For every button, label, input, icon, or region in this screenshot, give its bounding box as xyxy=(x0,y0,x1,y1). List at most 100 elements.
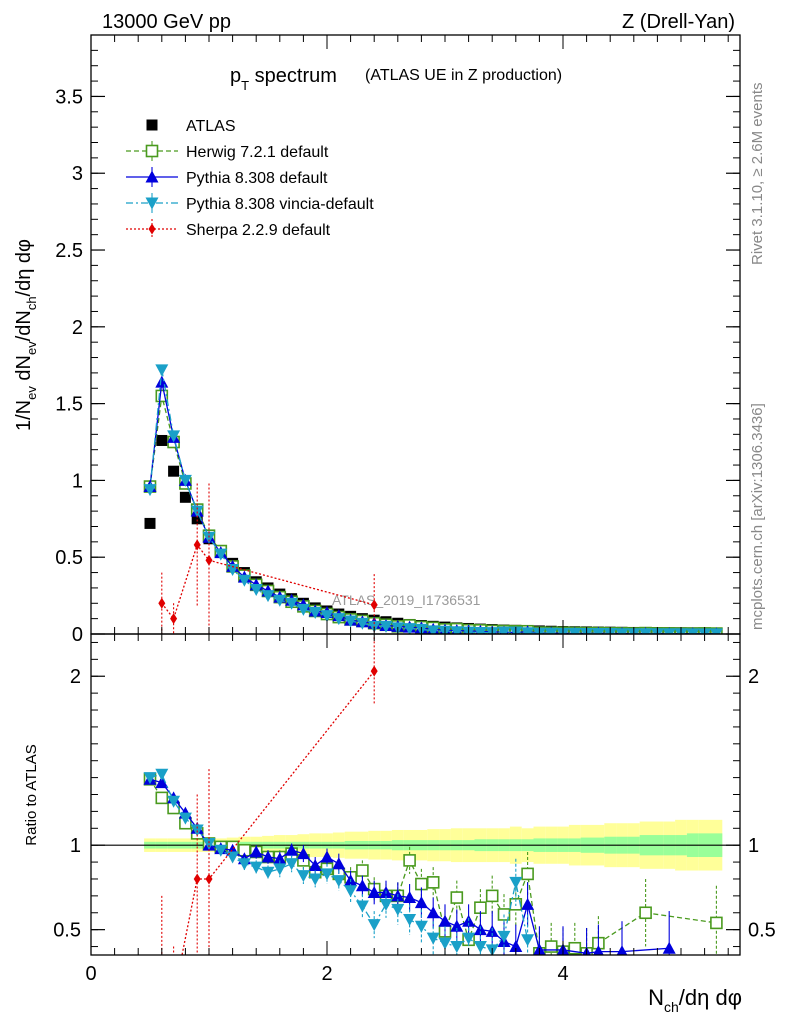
ratio-point xyxy=(521,934,535,947)
legend-marker xyxy=(145,170,159,183)
ratio-point xyxy=(356,864,369,877)
ratio-point xyxy=(403,891,417,904)
ratio-point xyxy=(509,876,523,889)
ratio-point xyxy=(296,847,310,860)
main-point xyxy=(170,613,178,625)
ratio-point xyxy=(332,857,346,870)
main-point xyxy=(179,491,191,503)
main-point xyxy=(473,626,487,634)
ratio-point xyxy=(320,868,334,881)
legend-label: Pythia 8.308 default xyxy=(186,170,328,187)
ratio-point xyxy=(308,858,322,871)
main-point xyxy=(591,628,605,634)
legend-marker xyxy=(146,119,158,131)
ratio-point xyxy=(296,870,310,883)
ratio-point xyxy=(662,941,676,954)
ratio-point xyxy=(237,858,251,871)
main-point xyxy=(521,627,535,634)
main-point xyxy=(639,628,653,634)
header-left: 13000 GeV pp xyxy=(102,11,231,33)
main-title: pT spectrum xyxy=(230,65,337,93)
ratio-point xyxy=(190,824,204,837)
main-point xyxy=(214,548,228,561)
ratio-point xyxy=(143,772,157,785)
ratio-point xyxy=(450,919,464,932)
ratio-point xyxy=(414,896,428,909)
main-point xyxy=(261,590,275,603)
ratio-ytick-label-right: 0.5 xyxy=(748,920,776,942)
main-point xyxy=(168,465,180,477)
ratio-point xyxy=(261,850,275,863)
ratio-point xyxy=(414,920,428,933)
ratio-point xyxy=(285,858,299,871)
ratio-point xyxy=(249,845,263,858)
ratio-ytick-label: 1 xyxy=(70,835,81,857)
ratio-point xyxy=(509,940,523,953)
main-point xyxy=(273,594,287,607)
main-point xyxy=(249,583,263,596)
ratio-point xyxy=(214,844,228,857)
ratio-xtick-label: 4 xyxy=(557,963,568,985)
main-point xyxy=(144,517,156,529)
ratio-point xyxy=(370,665,378,677)
legend-label: Sherpa 2.2.9 default xyxy=(186,222,331,239)
ratio-point xyxy=(355,900,369,913)
ratio-ytick-label-right: 1 xyxy=(748,835,759,857)
ratio-point xyxy=(710,916,723,930)
legend-label: ATLAS xyxy=(186,118,236,135)
legend-marker xyxy=(148,223,156,235)
ratio-point xyxy=(155,776,169,789)
main-point xyxy=(344,615,358,628)
ratio-point xyxy=(438,914,452,927)
main-point xyxy=(426,625,440,634)
ratio-point xyxy=(473,941,487,954)
main-point xyxy=(205,554,213,566)
ratio-point xyxy=(391,903,405,916)
ratio-point xyxy=(403,854,416,867)
main-point xyxy=(158,597,166,609)
main-point xyxy=(379,620,393,633)
ratio-ytick-label-right: 2 xyxy=(748,666,759,688)
main-point xyxy=(544,627,558,634)
ratio-point xyxy=(273,852,287,865)
ratio-point xyxy=(616,945,628,955)
ratio-point xyxy=(521,867,534,881)
header-right: Z (Drell-Yan) xyxy=(622,11,735,33)
ratio-point xyxy=(426,906,440,919)
ratio-point xyxy=(450,891,464,904)
ratio-point xyxy=(367,885,381,898)
ratio-point xyxy=(497,930,511,943)
main-subtitle: (ATLAS UE in Z production) xyxy=(365,67,562,84)
ratio-point xyxy=(367,919,381,932)
ratio-point xyxy=(593,945,604,955)
main-point xyxy=(686,628,700,634)
ratio-point xyxy=(155,768,169,781)
ratio-point xyxy=(332,875,346,888)
ratio-point xyxy=(344,885,358,898)
main-point xyxy=(193,539,201,551)
main-ytick-label: 2 xyxy=(72,317,83,339)
ratio-point xyxy=(450,941,464,954)
ratio-point xyxy=(285,843,299,856)
ratio-xtick-label: 2 xyxy=(321,963,332,985)
ratio-point xyxy=(379,898,393,911)
main-point xyxy=(662,628,676,634)
main-ytick-label: 2.5 xyxy=(55,240,83,262)
ratio-point xyxy=(403,914,417,927)
main-point xyxy=(568,627,582,634)
rivet-label: Rivet 3.1.10, ≥ 2.6M events xyxy=(749,83,766,266)
main-point xyxy=(308,606,322,619)
legend-marker xyxy=(145,144,159,158)
ratio-ytick-label: 0.5 xyxy=(53,920,81,942)
main-ytick-label: 3.5 xyxy=(55,86,83,108)
ratio-ytick-label: 2 xyxy=(70,666,81,688)
analysis-watermark: ATLAS_2019_I1736531 xyxy=(332,592,481,608)
ratio-point xyxy=(178,812,192,825)
ratio-point xyxy=(226,851,240,864)
main-point xyxy=(332,613,346,626)
ratio-point xyxy=(202,837,216,850)
legend-label: Pythia 8.308 vincia-default xyxy=(186,196,374,213)
ratio-point xyxy=(521,897,535,910)
main-point xyxy=(226,563,240,576)
